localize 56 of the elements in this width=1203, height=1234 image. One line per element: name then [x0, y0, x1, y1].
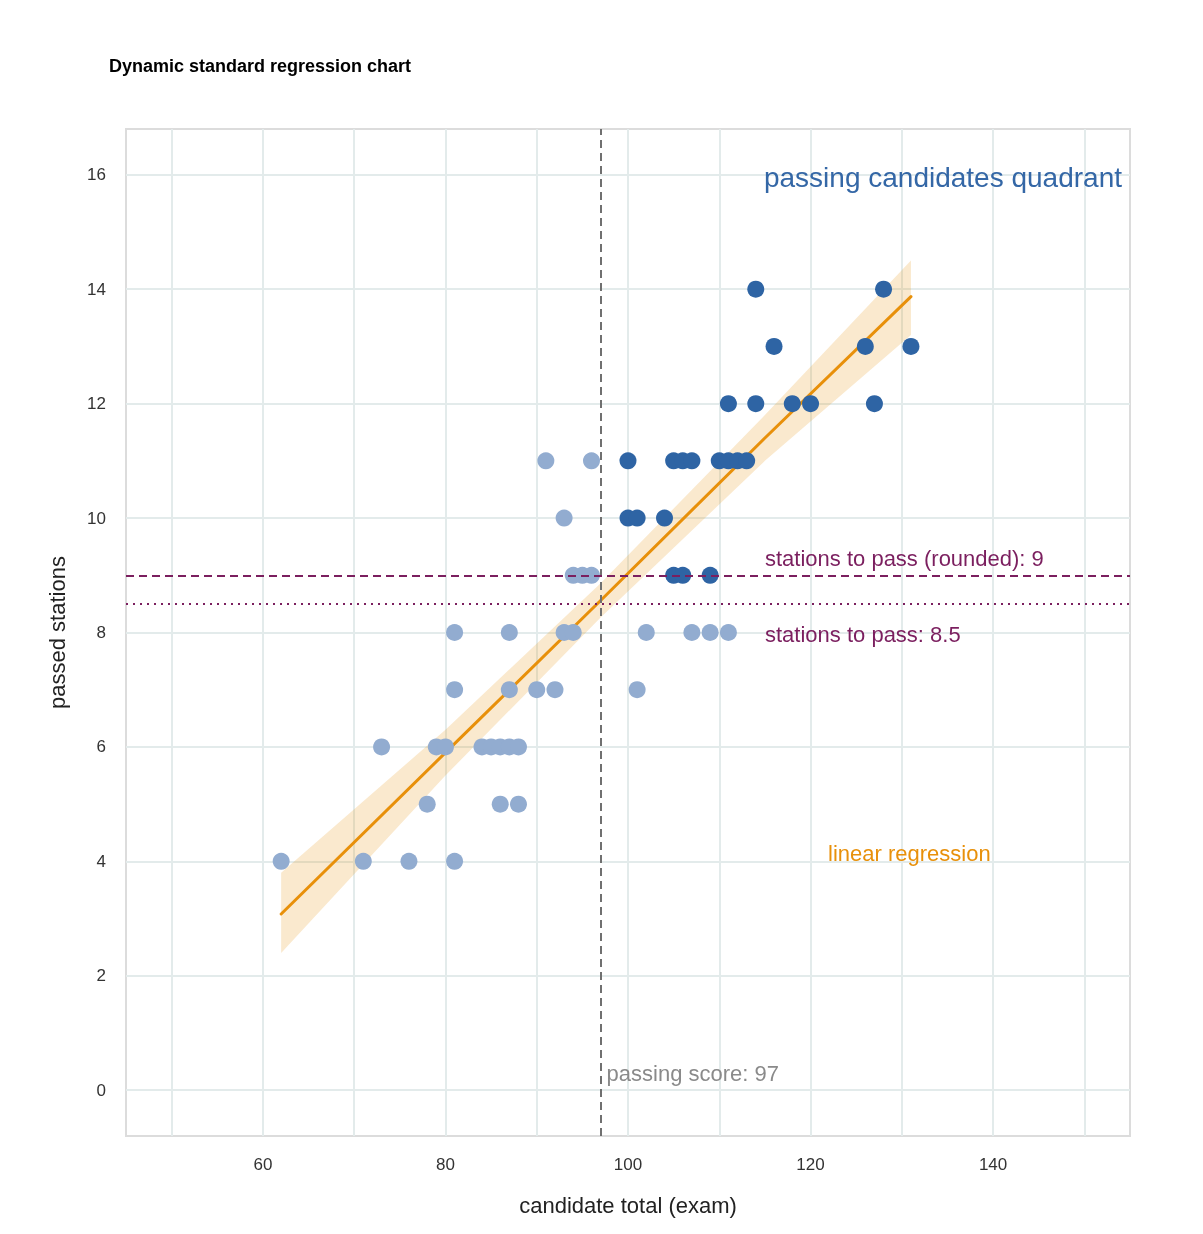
point	[802, 395, 820, 413]
ref-line-label: stations to pass (rounded): 9	[765, 545, 1044, 571]
point	[491, 795, 509, 813]
point	[683, 624, 701, 641]
y-tick-label: 6	[96, 737, 106, 757]
point	[500, 681, 518, 699]
point	[537, 452, 555, 470]
y-tick-label: 12	[87, 394, 106, 414]
y-tick-label: 0	[96, 1080, 106, 1100]
y-tick-label: 10	[87, 508, 106, 528]
text: linear regression	[828, 840, 991, 866]
y-tick-label: 16	[87, 165, 106, 185]
y-tick-label: 2	[96, 966, 106, 986]
point	[272, 852, 290, 870]
point	[446, 852, 464, 870]
point	[400, 852, 418, 870]
point	[865, 395, 883, 413]
annotation: passing candidates quadrant	[763, 161, 1123, 193]
point	[637, 624, 655, 641]
point	[509, 795, 527, 813]
point	[656, 509, 674, 527]
x-tick-label: 100	[613, 1155, 643, 1174]
point	[354, 852, 372, 870]
point	[856, 337, 874, 355]
point	[875, 280, 893, 298]
x-tick-label: 140	[978, 1155, 1008, 1174]
point	[418, 795, 436, 813]
point	[583, 452, 600, 470]
ref-line-label: stations to pass: 8.5	[765, 622, 961, 648]
point	[446, 624, 464, 641]
chart-title: Dynamic standard regression chart	[109, 56, 412, 76]
point	[555, 509, 573, 527]
ref-line-label: passing score: 97	[606, 1060, 780, 1086]
point	[719, 624, 737, 641]
point	[747, 280, 765, 298]
point	[902, 337, 920, 355]
y-tick-label: 14	[87, 279, 106, 299]
y-tick-label: 8	[96, 623, 106, 642]
point	[765, 337, 783, 355]
x-axis-title: candidate total (exam)	[519, 1192, 737, 1218]
x-tick-label: 80	[435, 1155, 455, 1174]
point	[747, 395, 765, 413]
point	[628, 681, 646, 699]
x-tick-label: 120	[796, 1155, 825, 1174]
point	[528, 681, 546, 699]
point	[783, 395, 801, 413]
point	[719, 395, 737, 413]
x-tick-label: 60	[253, 1155, 273, 1174]
point	[446, 681, 464, 699]
y-axis-title: passed stations	[44, 556, 70, 709]
point	[619, 452, 637, 470]
point	[373, 738, 391, 756]
point	[500, 624, 518, 641]
point	[546, 681, 564, 699]
y-tick-label: 4	[96, 851, 106, 871]
point	[701, 624, 719, 641]
